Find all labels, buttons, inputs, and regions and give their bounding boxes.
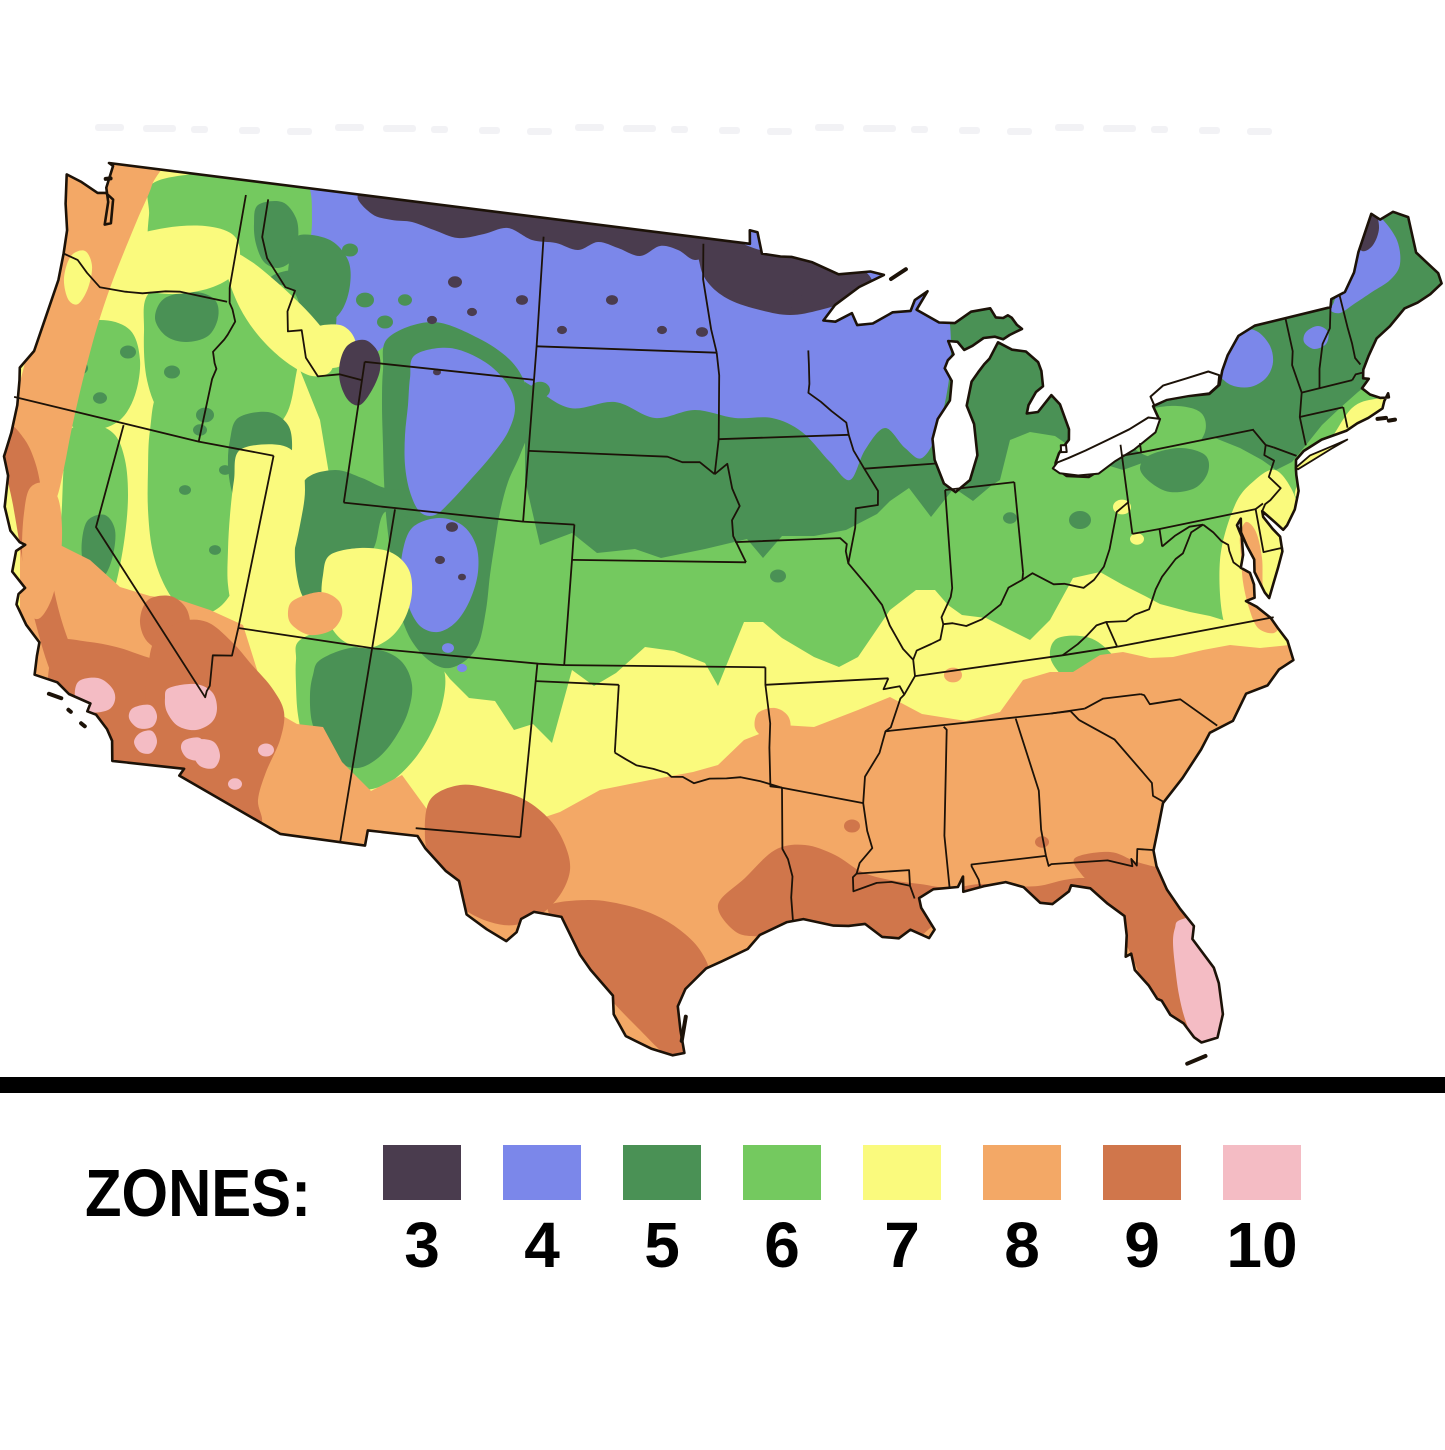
svg-text:6: 6 [764, 1209, 800, 1281]
svg-text:7: 7 [884, 1209, 920, 1281]
svg-text:9: 9 [1124, 1209, 1160, 1281]
svg-text:5: 5 [644, 1209, 680, 1281]
svg-text:ZONES:: ZONES: [85, 1156, 311, 1231]
svg-text:4: 4 [524, 1209, 560, 1281]
svg-text:10: 10 [1226, 1209, 1297, 1281]
svg-text:8: 8 [1004, 1209, 1040, 1281]
svg-text:3: 3 [404, 1209, 440, 1281]
